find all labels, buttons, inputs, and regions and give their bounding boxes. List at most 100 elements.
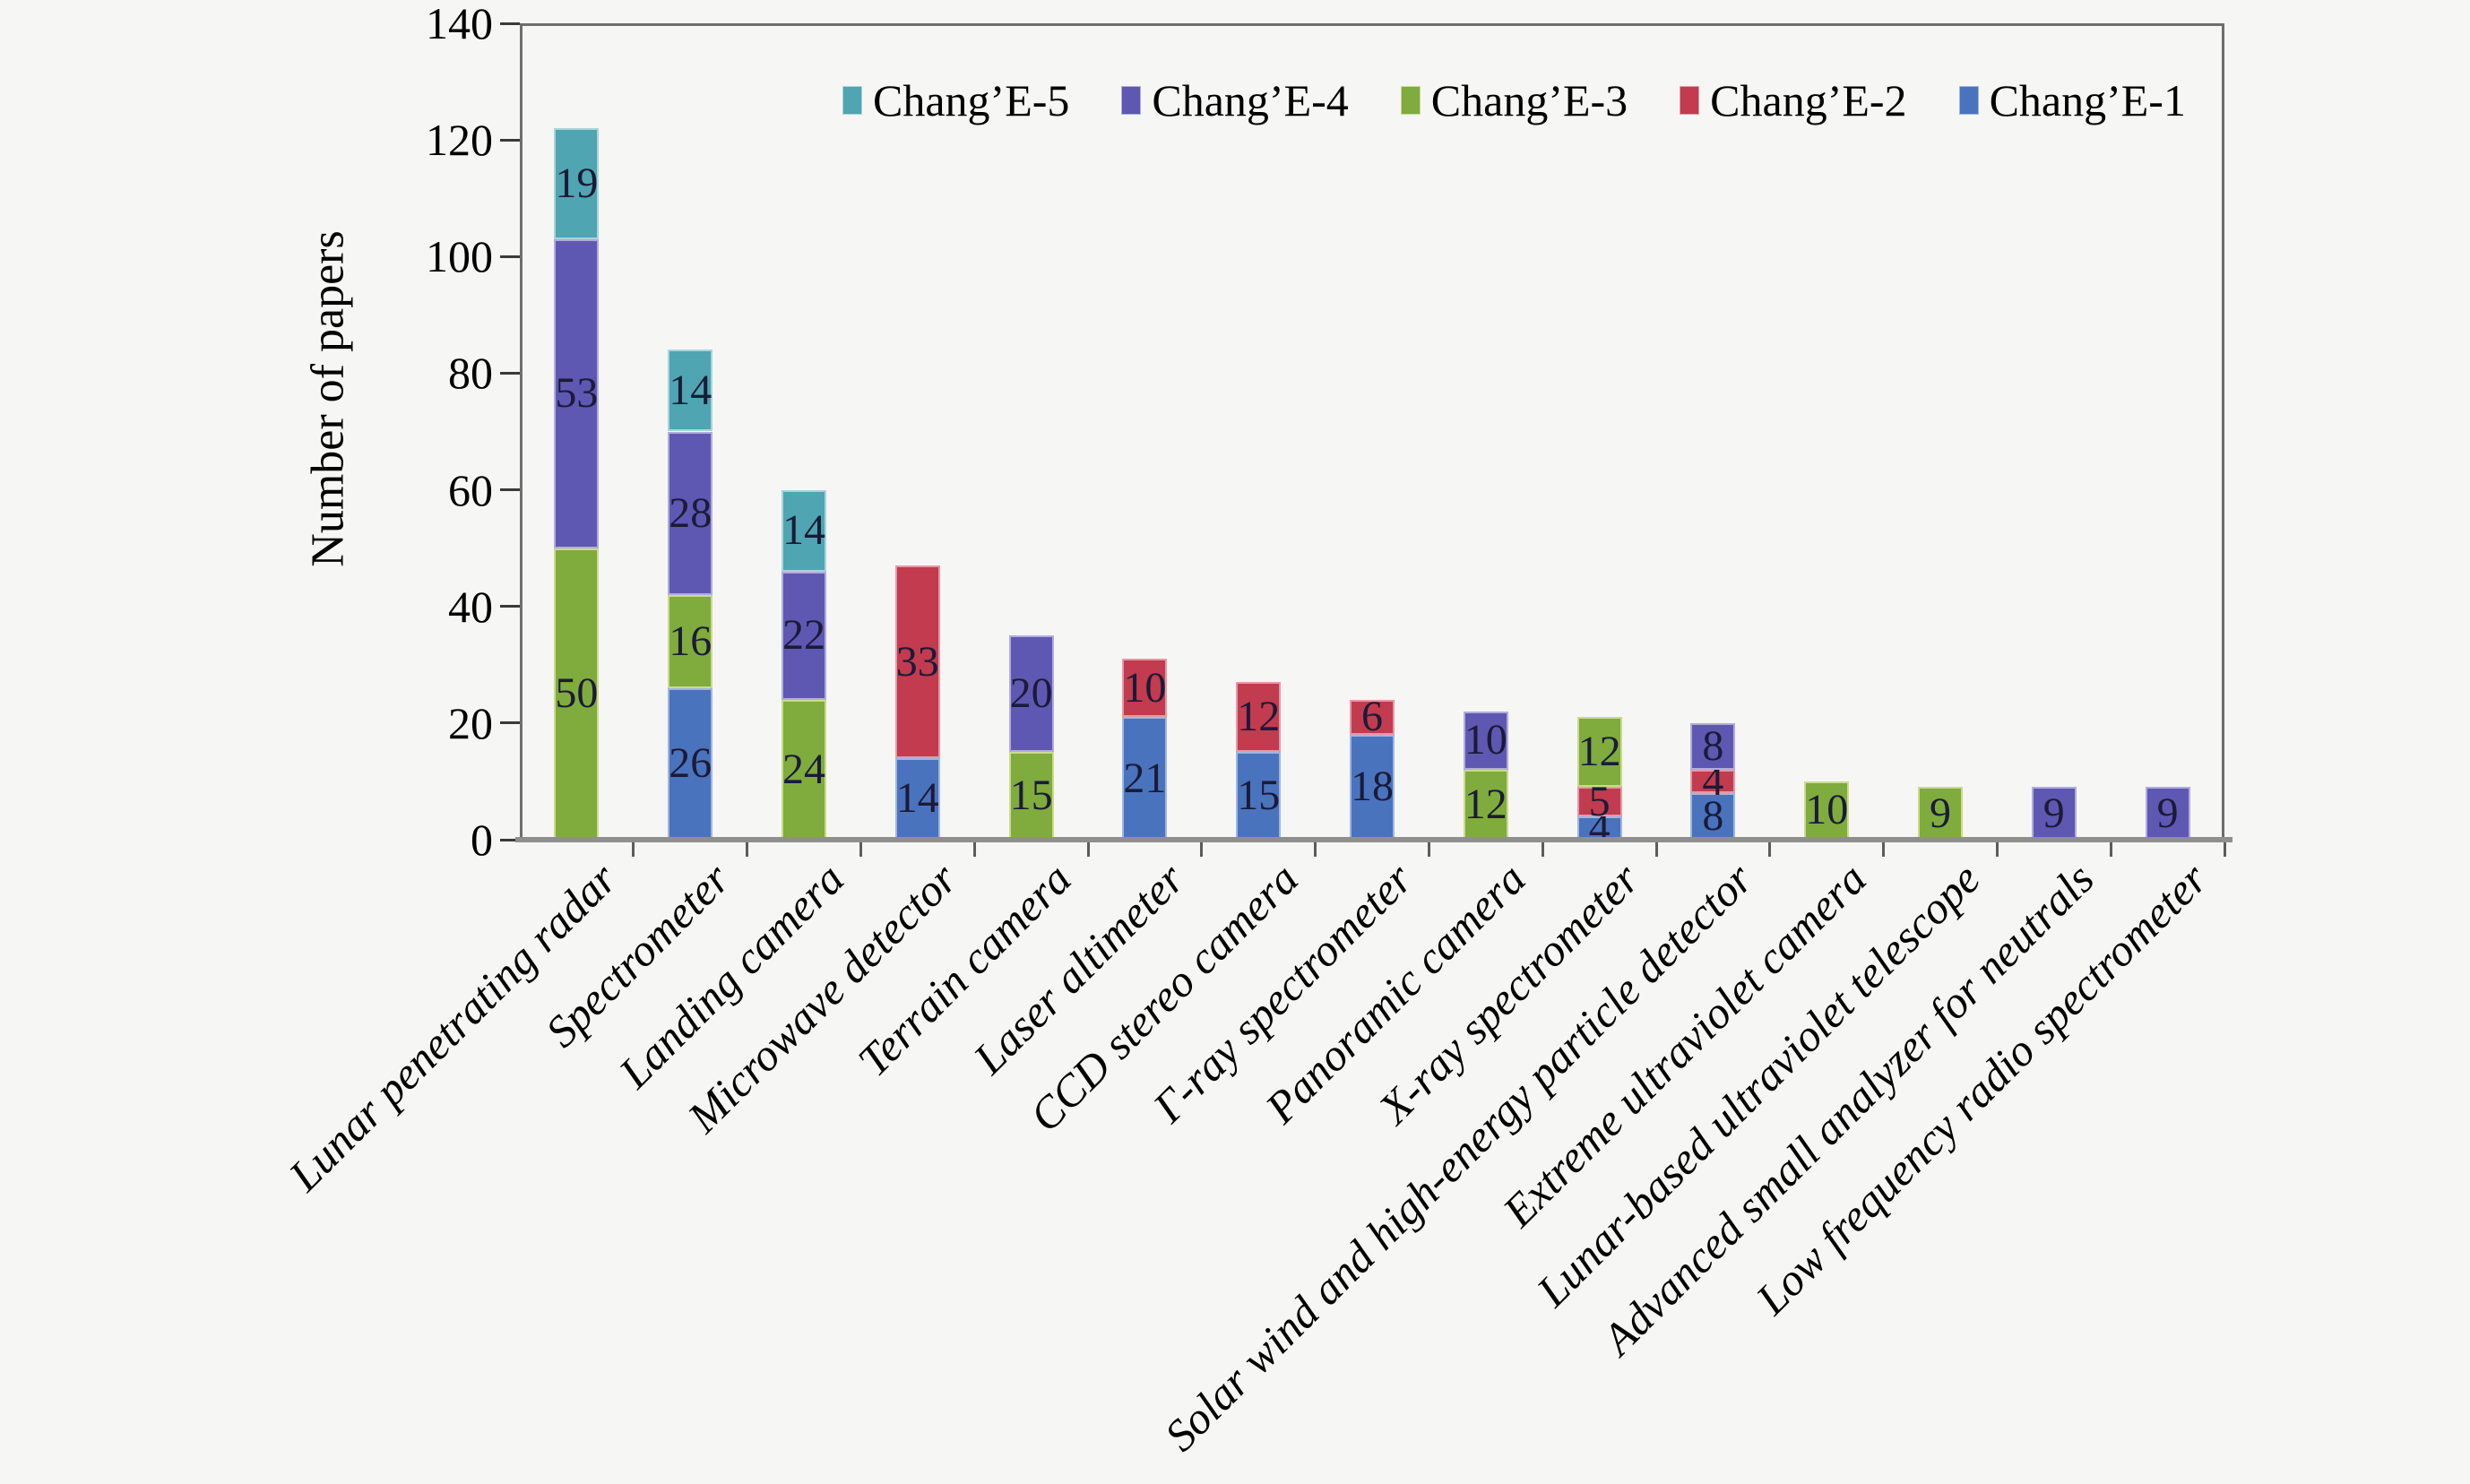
- bar-value-label: 28: [669, 488, 712, 537]
- x-tick: [1427, 842, 1430, 857]
- y-tick: [500, 255, 520, 258]
- bar-value-label: 19: [555, 159, 599, 207]
- x-tick: [859, 842, 862, 857]
- bar-value-label: 12: [1464, 780, 1507, 828]
- bar-segment: 8: [1690, 791, 1736, 840]
- y-tick-label: 120: [426, 115, 493, 166]
- legend-label: Chang’E-4: [1152, 75, 1349, 125]
- bar-segment: 12: [1236, 682, 1282, 753]
- x-tick: [1541, 842, 1544, 857]
- bar-value-label: 33: [895, 637, 939, 686]
- bar-segment: 21: [1122, 717, 1168, 840]
- bar-value-label: 8: [1702, 791, 1724, 840]
- bar-segment: 26: [668, 687, 713, 840]
- bar-segment: 19: [554, 128, 600, 239]
- bar-segment: 5: [1576, 780, 1622, 823]
- legend-label: Chang’E-1: [1989, 75, 2186, 125]
- bar-segment: 12: [1463, 769, 1508, 840]
- y-tick-label: 100: [426, 231, 493, 282]
- legend-label: Chang’E-5: [873, 75, 1070, 125]
- bar-segment: 50: [554, 548, 600, 840]
- legend-swatch: [1958, 86, 1979, 115]
- bar-segment: 20: [1008, 635, 1054, 753]
- x-tick: [1086, 842, 1090, 857]
- legend-swatch: [1121, 86, 1142, 115]
- y-tick: [500, 605, 520, 608]
- y-tick-label: 60: [448, 464, 493, 515]
- bar-value-label: 9: [2042, 789, 2065, 837]
- bar-segment: 15: [1236, 752, 1282, 840]
- bar-segment: 10: [1804, 781, 1850, 840]
- x-tick: [1200, 842, 1204, 857]
- bar-value-label: 53: [555, 369, 599, 418]
- x-tick: [972, 842, 976, 857]
- bar-value-label: 20: [1009, 669, 1053, 718]
- bar-segment: 33: [894, 565, 940, 758]
- bar-segment: 28: [668, 431, 713, 595]
- y-tick-label: 140: [426, 0, 493, 48]
- bar-value-label: 15: [1237, 772, 1281, 820]
- x-tick: [1768, 842, 1772, 857]
- x-axis-line: [515, 837, 2232, 842]
- bar-value-label: 15: [1009, 772, 1053, 820]
- legend-swatch: [1400, 86, 1421, 115]
- bar-value-label: 18: [1351, 763, 1394, 811]
- y-tick-label: 0: [471, 815, 493, 865]
- legend: Chang’E-5 Chang’E-4 Chang’E-3 Chang’E-2 Chan…: [842, 75, 2186, 125]
- bar-value-label: 12: [1237, 693, 1281, 741]
- legend-label: Chang’E-2: [1710, 75, 1907, 125]
- bar-value-label: 26: [669, 739, 712, 788]
- x-tick: [1654, 842, 1658, 857]
- legend-swatch: [1680, 86, 1700, 115]
- y-tick-label: 20: [448, 697, 493, 748]
- legend-item: Chang’E-5: [842, 75, 1069, 125]
- x-tick: [632, 842, 635, 857]
- bar-segment: 6: [1350, 695, 1395, 738]
- bar-value-label: 12: [1577, 728, 1621, 776]
- legend-item: Chang’E-1: [1958, 75, 2186, 125]
- y-tick: [500, 371, 520, 375]
- legend-swatch: [842, 86, 862, 115]
- x-tick: [2109, 842, 2112, 857]
- bar-segment: 14: [894, 757, 940, 840]
- legend-label: Chang’E-3: [1430, 75, 1628, 125]
- bar-segment: 18: [1350, 734, 1395, 840]
- bar-segment: 14: [668, 349, 713, 432]
- y-axis-title: Number of papers: [302, 230, 354, 567]
- y-tick-label: 80: [448, 348, 493, 399]
- bar-segment: 12: [1576, 717, 1622, 788]
- bar-value-label: 22: [782, 611, 825, 660]
- bar-value-label: 14: [895, 774, 939, 823]
- bar-value-label: 9: [2156, 789, 2179, 837]
- bar-segment: 9: [2145, 787, 2190, 840]
- y-tick: [500, 721, 520, 725]
- bar-value-label: 21: [1123, 754, 1167, 802]
- bar-segment: 15: [1008, 752, 1054, 840]
- y-tick: [500, 838, 520, 841]
- x-tick: [2223, 842, 2226, 857]
- bar-value-label: 10: [1464, 716, 1507, 764]
- legend-item: Chang’E-4: [1121, 75, 1349, 125]
- bar-value-label: 10: [1123, 663, 1167, 712]
- bar-value-label: 14: [669, 366, 712, 414]
- bar-segment: 8: [1690, 722, 1736, 770]
- x-tick: [746, 842, 749, 857]
- plot-area: [520, 23, 2224, 840]
- y-tick: [500, 22, 520, 25]
- y-tick: [500, 138, 520, 142]
- bar-segment: 10: [1463, 711, 1508, 770]
- bar-value-label: 10: [1805, 786, 1849, 834]
- x-tick: [1995, 842, 1999, 857]
- bar-value-label: 16: [669, 617, 712, 665]
- bar-value-label: 14: [782, 506, 825, 555]
- y-tick: [500, 488, 520, 492]
- bar-segment: 24: [782, 699, 826, 840]
- bar-segment: 9: [2031, 787, 2077, 840]
- bar-value-label: 50: [555, 669, 599, 718]
- bar-segment: 22: [782, 571, 826, 700]
- bar-value-label: 9: [1930, 789, 1951, 837]
- bar-segment: 10: [1122, 659, 1168, 718]
- bar-value-label: 6: [1361, 693, 1383, 741]
- legend-item: Chang’E-3: [1400, 75, 1628, 125]
